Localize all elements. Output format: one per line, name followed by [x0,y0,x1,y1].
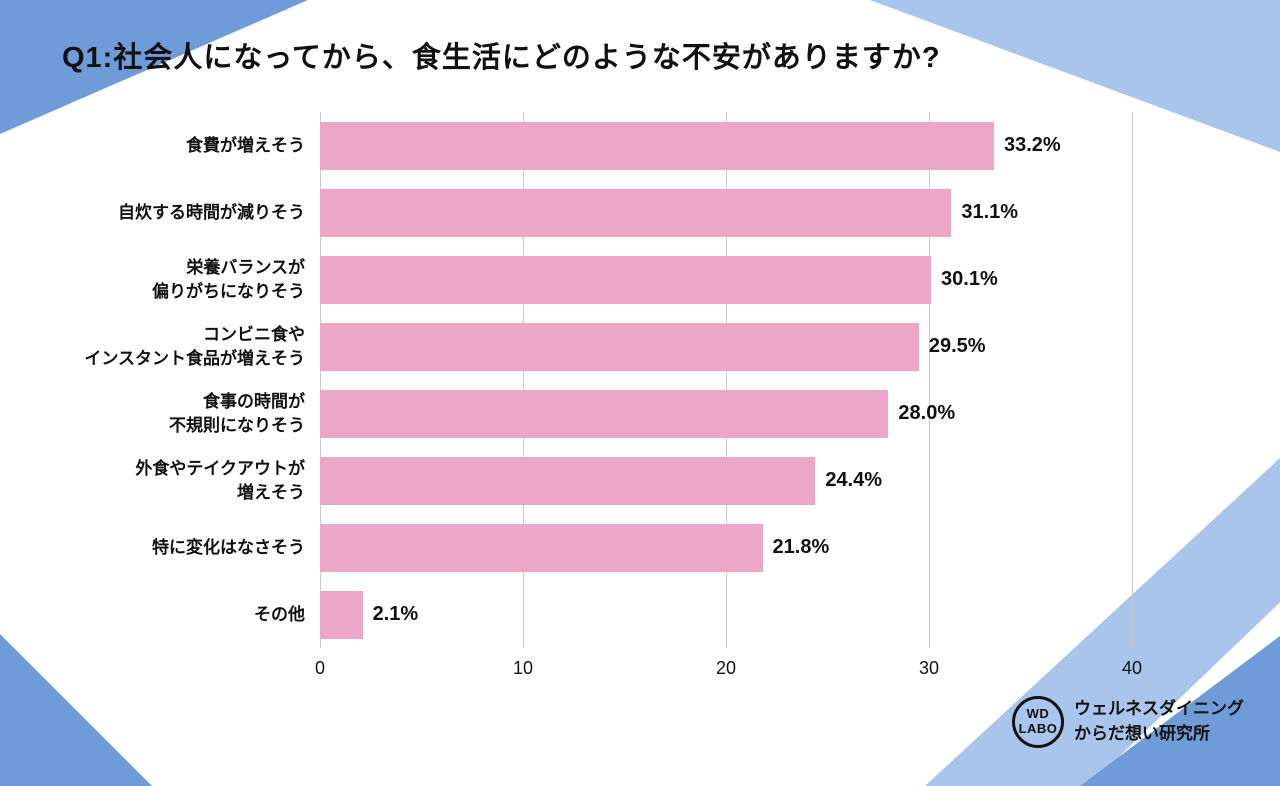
bar-area: 29.5% [320,322,1132,371]
gridline [1132,112,1133,648]
bar [320,523,763,572]
bar-area: 2.1% [320,590,1132,639]
category-label: 食費が増えそう [186,135,305,155]
bar [320,456,816,505]
corner-decoration-bottom-left [0,634,152,786]
logo-text-labo: LABO [1018,721,1058,736]
bar [320,322,919,371]
gridline [523,112,524,648]
category-label: 栄養バランスが 偏りがちになりそう [152,257,305,301]
category-label: その他 [254,604,305,624]
bar [320,590,363,639]
category-label: 外食やテイクアウトが 増えそう [135,458,305,502]
chart-row: 特に変化はなさそう 21.8% [20,514,1132,581]
bar-area: 31.1% [320,188,1132,237]
wd-labo-logo-icon: WD LABO [1012,696,1064,748]
org-line-1: ウェルネスダイニング [1074,699,1244,719]
value-label: 30.1% [941,268,998,290]
bar [320,188,952,237]
bar-area: 33.2% [320,121,1132,170]
gridline [726,112,727,648]
bar [320,121,994,170]
org-line-2: からだ想い研究所 [1074,724,1210,743]
organization-name: ウェルネスダイニング からだ想い研究所 [1074,697,1244,746]
category-label: コンビニ食や インスタント食品が増えそう [84,324,305,368]
value-label: 29.5% [928,335,986,357]
value-label: 2.1% [372,603,419,625]
bar-area: 28.0% [320,389,1132,438]
bar-area: 24.4% [320,456,1132,505]
chart-row: コンビニ食や インスタント食品が増えそう 29.5% [20,313,1132,380]
x-tick-label: 0 [314,658,326,678]
x-axis: 0 10 20 30 40 [315,658,1142,684]
bar-area: 30.1% [320,255,1132,304]
value-label: 24.4% [825,469,883,491]
value-label: 31.1% [961,201,1019,223]
chart-row: その他 2.1% [20,581,1132,648]
x-tick-label: 40 [1121,658,1143,678]
bar [320,389,889,438]
bar [320,255,932,304]
x-tick-label: 30 [918,658,940,678]
chart-row: 自炊する時間が減りそう 31.1% [20,179,1132,246]
value-label: 33.2% [1003,134,1061,156]
gridline [929,112,930,648]
logo-block: WD LABO ウェルネスダイニング からだ想い研究所 [1012,696,1244,748]
x-tick-label: 20 [715,658,737,678]
bar-area: 21.8% [320,523,1132,572]
logo-text-wd: WD [1026,706,1050,722]
chart-title: Q1:社会人になってから、食生活にどのような不安がありますか? [62,42,941,74]
category-label: 食事の時間が 不規則になりそう [169,391,305,435]
chart-row: 外食やテイクアウトが 増えそう 24.4% [20,447,1132,514]
chart-row: 食費が増えそう 33.2% [20,112,1132,179]
value-label: 28.0% [898,402,956,424]
gridline [320,112,321,648]
bar-rows: 食費が増えそう 33.2% 自炊する時間が減りそう 31.1% 栄養バランスが 偏りがち… [20,112,1132,648]
grid-layer [320,112,1133,648]
x-tick-label: 10 [512,658,534,678]
category-label: 特に変化はなさそう [152,537,305,557]
chart-row: 栄養バランスが 偏りがちになりそう 30.1% [20,246,1132,313]
value-label: 21.8% [772,536,830,558]
category-label: 自炊する時間が減りそう [118,202,305,222]
chart-row: 食事の時間が 不規則になりそう 28.0% [20,380,1132,447]
